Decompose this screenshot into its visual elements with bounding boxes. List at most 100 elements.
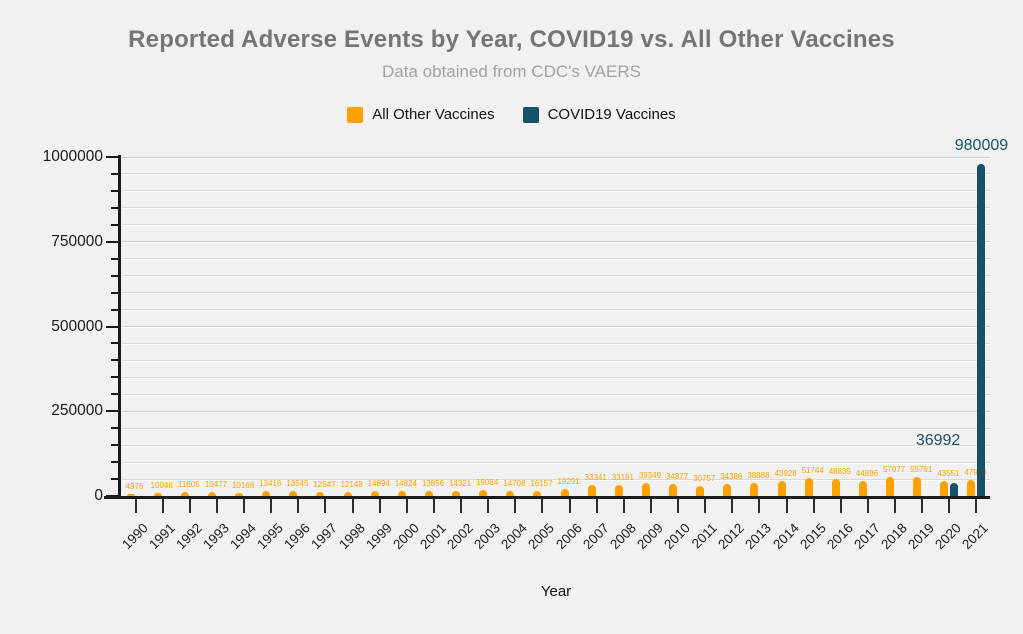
bar-other-1992[interactable] bbox=[180, 492, 189, 496]
y-major-tick bbox=[106, 325, 118, 328]
x-axis-year-label: 2017 bbox=[850, 520, 883, 553]
gridline bbox=[122, 376, 990, 378]
y-axis-tick-label: 500000 bbox=[51, 317, 103, 335]
bar-other-2020[interactable] bbox=[940, 481, 949, 496]
bar-other-2005[interactable] bbox=[533, 490, 542, 496]
x-axis-year-label: 1990 bbox=[118, 520, 151, 553]
x-axis-tick bbox=[595, 499, 598, 513]
x-axis-title: Year bbox=[540, 583, 572, 600]
bar-value-label-other-1995: 13416 bbox=[259, 479, 282, 489]
x-axis-year-label: 1995 bbox=[254, 520, 287, 553]
x-axis-tick bbox=[243, 499, 246, 513]
bar-other-2001[interactable] bbox=[424, 491, 433, 496]
bar-value-label-other-1992: 11605 bbox=[177, 480, 200, 490]
bar-other-2010[interactable] bbox=[669, 484, 678, 496]
legend: All Other Vaccines COVID19 Vaccines bbox=[0, 106, 1023, 123]
x-axis-year-label: 2000 bbox=[389, 520, 422, 553]
y-minor-tick bbox=[111, 444, 118, 447]
x-axis-tick bbox=[297, 499, 300, 513]
bar-value-label-other-1990: 4976 bbox=[125, 482, 144, 491]
bar-other-2018[interactable] bbox=[886, 476, 895, 496]
bar-value-label-other-2002: 14321 bbox=[448, 479, 472, 489]
y-minor-tick bbox=[111, 478, 118, 481]
x-axis-tick bbox=[894, 499, 897, 513]
gridline bbox=[122, 207, 990, 209]
bar-other-1999[interactable] bbox=[370, 491, 379, 496]
bar-value-label-other-2013: 38888 bbox=[747, 470, 770, 480]
x-axis-year-label: 2009 bbox=[633, 520, 666, 553]
bar-other-1991[interactable] bbox=[153, 492, 162, 496]
bar-other-1990[interactable] bbox=[126, 494, 135, 496]
bar-other-1995[interactable] bbox=[262, 491, 271, 496]
bar-value-label-other-2020: 43551 bbox=[937, 469, 960, 479]
x-axis-year-label: 2016 bbox=[823, 520, 856, 553]
y-minor-tick bbox=[111, 257, 118, 260]
bar-other-1996[interactable] bbox=[289, 491, 298, 496]
x-axis-tick bbox=[161, 499, 164, 513]
bar-value-label-other-2015: 51744 bbox=[801, 466, 824, 476]
y-major-tick bbox=[106, 156, 118, 158]
x-axis-tick bbox=[921, 499, 924, 513]
bar-covid-2020[interactable] bbox=[950, 483, 959, 496]
bar-other-2007[interactable] bbox=[587, 484, 596, 496]
bar-other-1997[interactable] bbox=[316, 491, 325, 496]
bar-other-1998[interactable] bbox=[343, 491, 352, 496]
y-minor-tick bbox=[111, 189, 118, 192]
bar-other-2016[interactable] bbox=[831, 479, 840, 496]
legend-item-all-other-vaccines[interactable]: All Other Vaccines bbox=[347, 106, 495, 123]
x-axis-year-label: 2011 bbox=[688, 520, 721, 552]
bar-other-2019[interactable] bbox=[913, 477, 922, 496]
bar-other-1993[interactable] bbox=[207, 492, 216, 496]
bar-value-label-other-1999: 14694 bbox=[367, 479, 390, 489]
bar-value-label-covid-2021: 980009 bbox=[954, 136, 1009, 154]
x-axis-year-label: 2005 bbox=[525, 520, 558, 553]
bar-other-2004[interactable] bbox=[506, 491, 515, 496]
x-axis-year-label: 1996 bbox=[281, 520, 314, 553]
x-axis-tick bbox=[324, 499, 327, 513]
bar-other-2009[interactable] bbox=[641, 482, 650, 496]
bar-value-label-other-1997: 12547 bbox=[313, 479, 336, 489]
y-minor-tick bbox=[111, 223, 118, 226]
x-axis-tick bbox=[487, 499, 490, 513]
bar-other-2008[interactable] bbox=[614, 484, 623, 496]
bar-other-2015[interactable] bbox=[804, 478, 813, 496]
bar-other-2000[interactable] bbox=[397, 490, 406, 496]
x-axis-tick bbox=[378, 499, 381, 513]
legend-item-covid19-vaccines[interactable]: COVID19 Vaccines bbox=[522, 106, 676, 123]
bar-other-2017[interactable] bbox=[858, 480, 867, 496]
gridline bbox=[122, 190, 990, 192]
gridline bbox=[122, 309, 990, 311]
x-axis-tick bbox=[975, 499, 978, 513]
y-minor-tick bbox=[111, 206, 118, 209]
bar-other-1994[interactable] bbox=[235, 492, 244, 496]
bar-other-2006[interactable] bbox=[560, 489, 569, 496]
bar-covid-2021[interactable] bbox=[977, 163, 986, 496]
x-axis-line bbox=[104, 496, 990, 499]
x-axis-tick bbox=[622, 499, 625, 513]
bar-other-2013[interactable] bbox=[750, 482, 759, 496]
x-axis-year-label: 2019 bbox=[905, 520, 938, 553]
y-major-tick bbox=[106, 410, 118, 413]
bar-other-2003[interactable] bbox=[479, 489, 488, 496]
bar-other-2012[interactable] bbox=[723, 484, 732, 496]
bar-other-2021[interactable] bbox=[967, 479, 976, 496]
bar-value-label-other-1991: 10046 bbox=[150, 480, 173, 490]
bar-other-2011[interactable] bbox=[696, 485, 705, 496]
x-axis-year-label: 2018 bbox=[878, 520, 910, 553]
gridline bbox=[122, 478, 990, 480]
legend-label: All Other Vaccines bbox=[372, 106, 495, 123]
x-axis-tick bbox=[215, 499, 218, 513]
y-minor-tick bbox=[111, 427, 118, 430]
x-axis-year-label: 2014 bbox=[769, 520, 802, 553]
bar-other-2014[interactable] bbox=[777, 481, 786, 496]
x-axis-year-label: 2002 bbox=[444, 520, 476, 553]
x-axis-tick bbox=[432, 499, 435, 513]
x-axis-year-label: 2015 bbox=[796, 520, 829, 553]
legend-swatch-teal bbox=[522, 106, 539, 123]
y-minor-tick bbox=[111, 342, 118, 345]
gridline bbox=[122, 241, 990, 243]
x-axis-year-label: 2020 bbox=[932, 520, 965, 553]
gridline bbox=[122, 461, 990, 463]
bar-other-2002[interactable] bbox=[452, 491, 461, 496]
bar-value-label-other-2021: 47930 bbox=[964, 467, 987, 477]
